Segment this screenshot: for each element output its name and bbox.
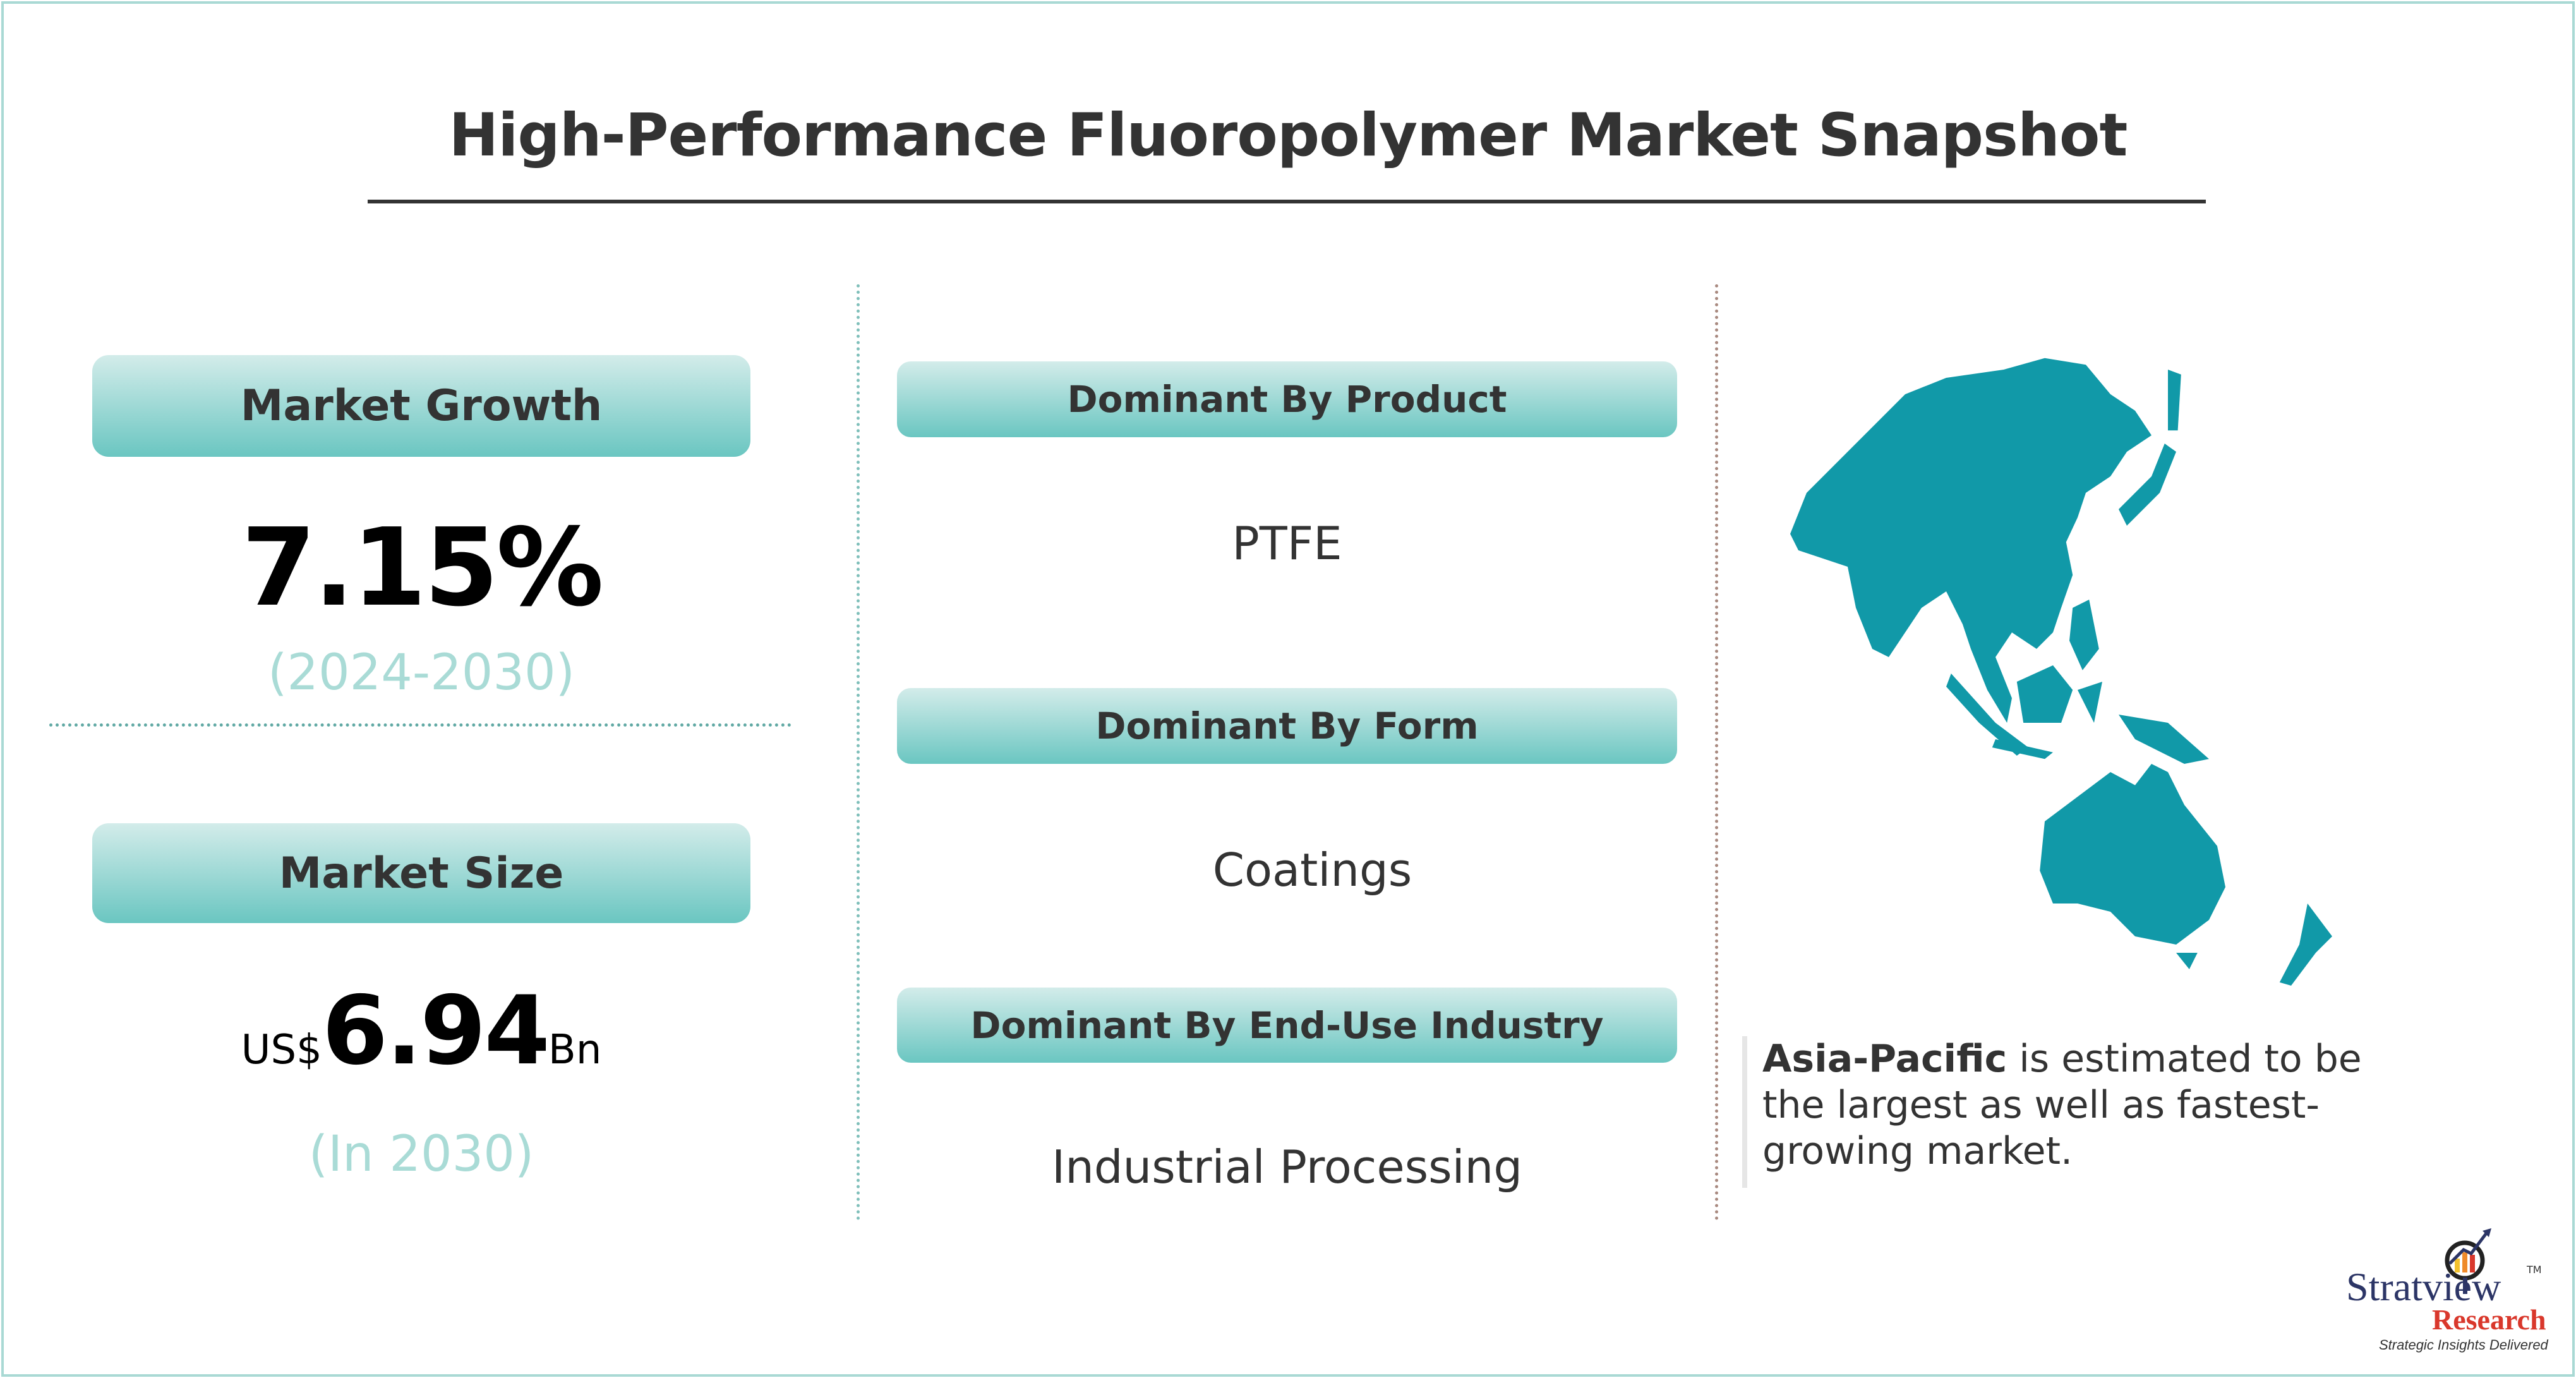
- dominant-end-use-header: Dominant By End-Use Industry: [897, 988, 1677, 1063]
- column-divider: [1715, 284, 1718, 1221]
- logo-brand: Stratview: [2346, 1264, 2501, 1309]
- map-asia-mainland: [1790, 358, 2152, 723]
- unit-suffix: Bn: [548, 1027, 602, 1073]
- stratview-logo: Stratview TM Research Strategic Insights…: [2337, 1226, 2565, 1353]
- dominant-form-header: Dominant By Form: [897, 688, 1677, 764]
- region-description: is estimated to be the largest as well a…: [1762, 1037, 2362, 1173]
- map-new-zealand: [2279, 904, 2332, 986]
- divider: [49, 723, 791, 727]
- map-java: [1992, 739, 2053, 759]
- market-size-header: Market Size: [92, 823, 750, 923]
- dominant-product-value: PTFE: [1232, 517, 1342, 570]
- map-tasmania: [2176, 953, 2198, 969]
- market-size-period: (In 2030): [308, 1126, 534, 1183]
- map-new-guinea: [2119, 715, 2209, 764]
- logo-magnifier-icon: [2445, 1228, 2491, 1294]
- dominant-form-value: Coatings: [1212, 843, 1412, 897]
- region-name: Asia-Pacific: [1762, 1037, 2007, 1081]
- asia-pacific-map: [1790, 358, 2332, 986]
- market-growth-period: (2024-2030): [267, 644, 575, 701]
- region-callout: Asia-Pacific is estimated to be the larg…: [1762, 1036, 2426, 1175]
- map-philippines: [2069, 600, 2099, 670]
- market-size-value-row: US$6.94Bn: [92, 976, 750, 1086]
- map-sulawesi: [2078, 682, 2102, 723]
- map-sakhalin: [2168, 370, 2181, 431]
- page-title: High-Performance Fluoropolymer Market Sn…: [448, 101, 2128, 170]
- market-size-value: 6.94: [322, 976, 550, 1086]
- map-australia: [2040, 764, 2225, 945]
- title-underline: [368, 200, 2206, 203]
- dominant-end-use-value: Industrial Processing: [1051, 1140, 1523, 1194]
- dominant-product-header: Dominant By Product: [897, 361, 1677, 437]
- market-growth-value: 7.15%: [241, 505, 604, 631]
- logo-research: Research: [2432, 1303, 2546, 1336]
- logo-tm: TM: [2527, 1264, 2542, 1276]
- logo-tagline: Strategic Insights Delivered: [2379, 1337, 2548, 1353]
- callout-bar: [1742, 1036, 1747, 1188]
- map-borneo: [2016, 665, 2073, 723]
- currency-prefix: US$: [241, 1027, 322, 1073]
- market-growth-header: Market Growth: [92, 355, 750, 457]
- map-japan: [2119, 444, 2176, 526]
- column-divider: [857, 284, 860, 1221]
- map-sumatra: [1946, 674, 2028, 756]
